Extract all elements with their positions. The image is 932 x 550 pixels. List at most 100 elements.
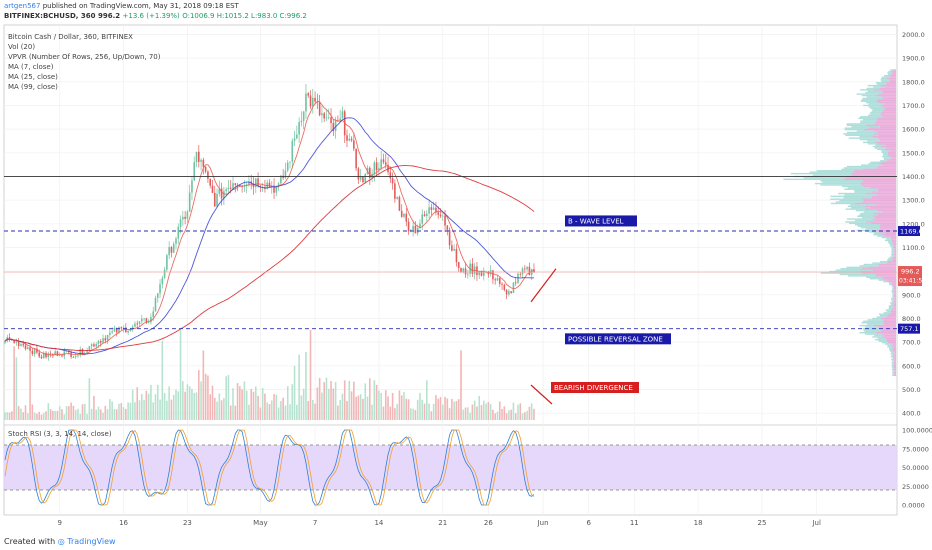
vpvr-row-up [865, 228, 880, 230]
vpvr-row-down [892, 356, 896, 358]
candle-body [498, 278, 501, 284]
volume-bar [207, 375, 209, 420]
volume-bar [387, 396, 389, 420]
vpvr-row-down [871, 222, 896, 225]
candle-body [364, 174, 367, 183]
vpvr-row-down [894, 255, 896, 257]
vpvr-row-down [894, 286, 896, 288]
vpvr-row-down [866, 124, 896, 127]
stoch-tick-label: 0.0000 [902, 502, 925, 510]
y-tick-label: 1100.0 [902, 244, 925, 252]
candle-body [291, 140, 294, 162]
vpvr-row-up [892, 357, 895, 359]
vpvr-row-up [863, 329, 883, 331]
vpvr-row-up [859, 138, 880, 141]
candle-body [478, 272, 481, 276]
vpvr-row-up [850, 204, 877, 206]
vpvr-row-up [891, 289, 894, 291]
vpvr-row-up [846, 123, 875, 125]
candle-body [373, 162, 376, 174]
vpvr-row-up [879, 260, 888, 263]
vpvr-row-down [894, 296, 896, 298]
volume-bar [421, 399, 424, 420]
candle-body [396, 196, 398, 199]
vpvr-row-up [866, 87, 880, 90]
candle-body [106, 335, 109, 341]
candle-body [13, 340, 15, 343]
vpvr-row-up [881, 151, 888, 154]
volume-bar [423, 403, 426, 420]
vpvr-row-down [882, 233, 896, 236]
vpvr-row-up [830, 202, 855, 205]
volume-bar [521, 413, 524, 420]
vpvr-row-down [879, 126, 896, 128]
vpvr-row-up [872, 336, 882, 338]
vpvr-row-up [891, 361, 894, 364]
volume-bar [453, 401, 455, 420]
vpvr-row-up [845, 221, 866, 223]
footer-brand[interactable]: TradingView [67, 537, 116, 546]
volume-bar [218, 393, 221, 420]
vpvr-row-down [887, 154, 896, 156]
vpvr-row-up [854, 219, 875, 222]
candle-body [182, 216, 184, 220]
vpvr-row-up [864, 330, 881, 332]
vpvr-row-down [890, 238, 896, 240]
volume-bar [428, 403, 430, 420]
volume-bar [325, 377, 328, 420]
volume-bar [277, 407, 280, 420]
candle-body [510, 291, 512, 293]
candle-body [156, 293, 159, 298]
volume-bar [512, 402, 515, 420]
vpvr-row-up [890, 350, 893, 352]
vpvr-row-up [881, 236, 891, 239]
vpvr-row-down [892, 305, 896, 307]
volume-bar [526, 410, 528, 420]
vpvr-row-up [891, 358, 895, 361]
vpvr-row-up [891, 368, 894, 371]
vpvr-row-up [888, 258, 893, 260]
vpvr-row-up [891, 246, 894, 249]
vpvr-row-down [882, 106, 896, 108]
vpvr-row-up [814, 182, 861, 185]
reversal-zone-label: POSSIBLE REVERSAL ZONE [568, 335, 663, 343]
volume-bar [375, 384, 378, 420]
candle-body [186, 211, 189, 219]
vpvr-row-down [861, 272, 896, 274]
volume-bar [136, 387, 139, 420]
candle-body [268, 182, 271, 188]
vpvr-row-down [873, 133, 896, 135]
symbol-line: BITFINEX:BCHUSD, 360 996.2 +13.6 (+1.39%… [4, 12, 307, 20]
candle-body [512, 282, 515, 293]
candle-body [316, 101, 319, 103]
author-link[interactable]: artgen567 [4, 2, 41, 10]
vpvr-row-up [850, 207, 870, 209]
volume-bar [419, 393, 421, 420]
vpvr-row-down [887, 341, 896, 344]
vpvr-row-down [888, 150, 896, 152]
candle-body [332, 122, 335, 131]
volume-bar [234, 405, 237, 420]
vpvr-row-down [886, 340, 896, 342]
vpvr-row-down [878, 231, 896, 233]
volume-bar [156, 384, 159, 420]
y-tick-label: 1200.0 [902, 220, 925, 228]
candle-body [448, 229, 451, 246]
candle-body [357, 168, 360, 180]
candle-body [109, 332, 111, 336]
vpvr-row-up [862, 141, 876, 144]
vpvr-row-down [878, 93, 896, 95]
vpvr-row-up [884, 343, 892, 345]
vpvr-row-down [882, 116, 896, 118]
vpvr-row-up [835, 201, 862, 203]
volume-bar [213, 397, 216, 420]
volume-bar [430, 411, 433, 420]
vpvr-row-down [881, 104, 896, 107]
vpvr-row-up [869, 113, 881, 115]
vpvr-row-down [876, 167, 896, 169]
vpvr-row-up [891, 364, 894, 367]
volume-bar [99, 409, 102, 420]
volume-bar [232, 388, 234, 420]
volume-bar [6, 412, 9, 420]
